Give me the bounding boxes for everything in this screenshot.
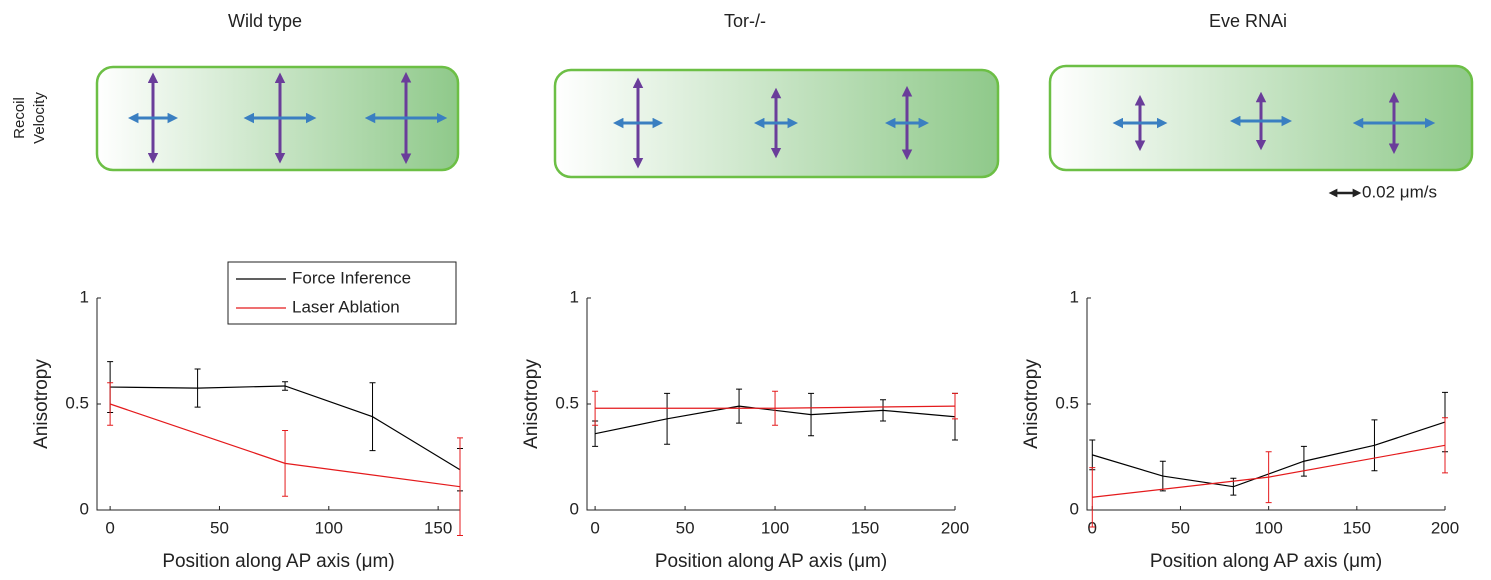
error-bar [772, 390, 779, 426]
x-tick-label: 150 [1343, 518, 1371, 537]
error-bar [736, 388, 743, 424]
legend-label: Force Inference [292, 268, 411, 287]
error-bar [880, 399, 887, 422]
x-tick-label: 0 [105, 518, 114, 537]
x-axis-label: Position along AP axis (μm) [162, 551, 394, 572]
scale-bar-label: 0.02 μm/s [1362, 182, 1437, 201]
legend-label: Laser Ablation [292, 297, 400, 316]
y-axis-label: Anisotropy [31, 359, 52, 449]
y-tick-label: 1 [570, 287, 579, 306]
error-bar [282, 381, 289, 391]
x-tick-label: 50 [676, 518, 695, 537]
x-tick-label: 100 [761, 518, 789, 537]
y-tick-label: 0 [570, 499, 579, 518]
y-tick-label: 0 [1070, 499, 1079, 518]
y-tick-label: 1 [80, 287, 89, 306]
axis-line [586, 298, 955, 511]
y-tick-label: 0.5 [1055, 393, 1079, 412]
recoil-label: Recoil [11, 97, 28, 139]
y-tick-label: 0.5 [555, 393, 579, 412]
axis-line [1086, 298, 1445, 511]
error-bar [457, 437, 463, 536]
error-bar [194, 368, 201, 408]
x-axis-label: Position along AP axis (μm) [655, 551, 887, 572]
error-bar [664, 392, 671, 445]
error-bar [808, 392, 815, 437]
panel-title: Wild type [228, 11, 302, 31]
y-axis-label: Anisotropy [1021, 359, 1042, 449]
x-tick-label: 200 [941, 518, 969, 537]
panel-title: Eve RNAi [1209, 11, 1287, 31]
error-bar [1442, 417, 1448, 474]
y-axis-label: Anisotropy [521, 359, 542, 449]
error-bar [369, 382, 376, 452]
x-tick-label: 50 [210, 518, 229, 537]
x-tick-label: 0 [590, 518, 599, 537]
x-tick-label: 100 [315, 518, 343, 537]
x-tick-label: 50 [1171, 518, 1190, 537]
x-axis-label: Position along AP axis (μm) [1150, 551, 1382, 572]
recoil-label: Velocity [31, 92, 48, 144]
x-tick-label: 200 [1431, 518, 1459, 537]
x-tick-label: 150 [851, 518, 879, 537]
axis-line [96, 298, 460, 511]
x-tick-label: 150 [424, 518, 452, 537]
y-tick-label: 0.5 [65, 393, 89, 412]
legend-box [227, 261, 457, 325]
error-bar [952, 392, 958, 420]
x-tick-label: 100 [1254, 518, 1282, 537]
y-tick-label: 0 [80, 499, 89, 518]
error-bar [1159, 460, 1166, 492]
error-bar [1089, 439, 1096, 471]
error-bar [1371, 419, 1378, 472]
y-tick-label: 1 [1070, 287, 1079, 306]
panel-title: Tor-/- [724, 11, 766, 31]
error-bar [1089, 467, 1096, 528]
error-bar [1265, 451, 1272, 504]
x-tick-label: 0 [1088, 518, 1097, 537]
error-bar [107, 382, 114, 426]
error-bar [282, 430, 289, 497]
error-bar [592, 390, 599, 426]
